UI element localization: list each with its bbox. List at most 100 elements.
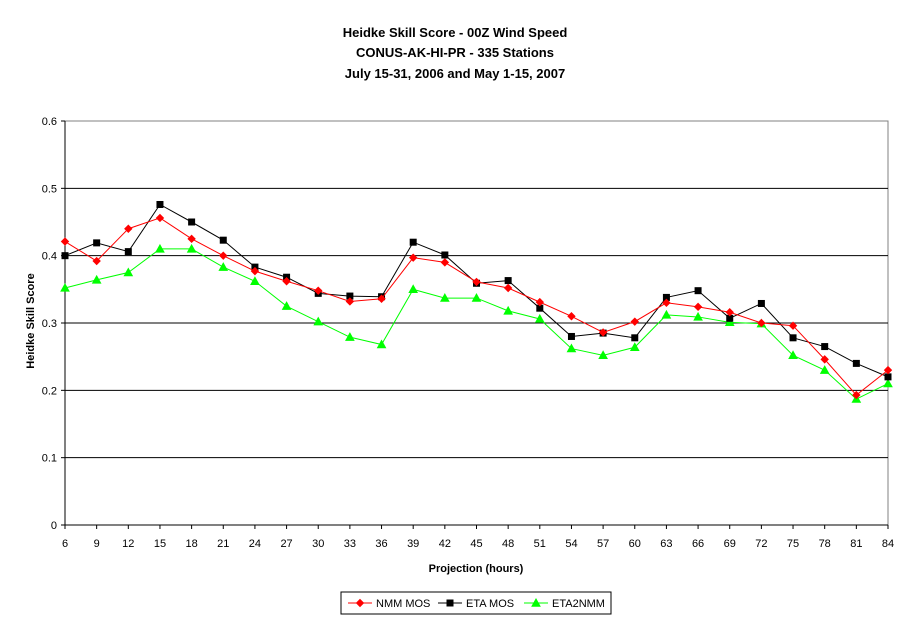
data-point-nmm-mos <box>693 302 703 312</box>
data-point-nmm-mos <box>757 318 766 328</box>
data-point-nmm-mos <box>250 266 260 276</box>
data-point-eta2nmm <box>345 332 355 341</box>
data-point-eta-mos <box>188 218 196 226</box>
x-tick-label: 60 <box>629 538 641 550</box>
data-point-nmm-mos <box>60 237 70 246</box>
chart-title-line-3: July 15-31, 2006 and May 1-15, 2007 <box>345 66 565 81</box>
y-tick-label: 0.3 <box>42 318 57 330</box>
data-point-nmm-mos <box>820 355 829 364</box>
data-point-nmm-mos <box>92 256 101 266</box>
legend-label: ETA2NMM <box>552 598 605 610</box>
x-tick-label: 81 <box>850 538 862 550</box>
data-point-eta2nmm <box>218 262 229 271</box>
y-tick-label: 0.6 <box>42 116 57 128</box>
series-line-eta-mos <box>64 203 889 378</box>
chart-title-line-1: Heidke Skill Score - 00Z Wind Speed <box>343 25 568 40</box>
data-point-nmm-mos <box>535 297 545 307</box>
x-tick-label: 57 <box>597 538 609 550</box>
data-point-nmm-mos <box>503 283 513 293</box>
x-tick-label: 27 <box>280 538 292 550</box>
y-axis-label: Heidke Skill Score <box>25 273 37 368</box>
x-tick-label: 51 <box>534 538 546 550</box>
data-point-eta2nmm <box>566 343 577 353</box>
data-point-nmm-mos <box>440 258 450 267</box>
data-point-eta2nmm <box>471 293 482 302</box>
data-point-nmm-mos <box>662 298 671 308</box>
data-point-eta-mos <box>441 251 449 259</box>
data-point-eta-mos <box>156 200 164 208</box>
data-point-eta2nmm <box>661 309 672 319</box>
series-nmm-mos <box>60 213 893 400</box>
legend: NMM MOS ETA MOS ETA2NMM <box>340 591 612 615</box>
data-point-eta2nmm <box>503 305 514 315</box>
y-tick-label: 0.5 <box>42 183 57 195</box>
data-point-eta2nmm <box>629 342 640 351</box>
legend-box <box>340 591 612 615</box>
data-point-nmm-mos <box>187 234 196 244</box>
x-axis-label: Projection (hours) <box>429 563 524 575</box>
data-point-eta2nmm <box>250 276 260 285</box>
data-point-eta2nmm <box>91 274 102 284</box>
data-point-eta2nmm <box>155 243 165 253</box>
data-point-eta2nmm <box>376 339 387 349</box>
x-tick-label: 48 <box>502 538 514 550</box>
data-point-eta2nmm <box>281 301 292 310</box>
legend-item-eta2nmm: ETA2NMM <box>524 597 605 610</box>
data-point-eta-mos <box>61 252 69 260</box>
data-point-nmm-mos <box>725 308 734 317</box>
x-tick-label: 69 <box>724 538 736 550</box>
data-point-nmm-mos <box>282 277 291 286</box>
data-point-nmm-mos <box>852 390 861 400</box>
x-tick-label: 21 <box>217 538 229 550</box>
x-tick-label: 36 <box>375 538 387 550</box>
data-point-eta2nmm <box>439 293 450 302</box>
x-tick-label: 6 <box>62 538 68 550</box>
data-point-eta2nmm <box>693 311 703 321</box>
data-point-nmm-mos <box>377 294 386 303</box>
data-point-nmm-mos <box>788 321 798 330</box>
data-point-eta-mos <box>567 332 575 340</box>
x-tick-label: 78 <box>819 538 831 550</box>
data-point-eta-mos <box>757 299 765 307</box>
data-point-eta-mos <box>631 334 639 342</box>
x-tick-label: 15 <box>154 538 166 550</box>
data-point-nmm-mos <box>408 253 418 262</box>
x-tick-label: 18 <box>185 538 197 550</box>
x-tick-label: 12 <box>122 538 134 550</box>
series-layer <box>60 200 893 403</box>
data-point-eta-mos <box>93 239 101 247</box>
data-point-eta2nmm <box>408 284 419 294</box>
data-point-eta2nmm <box>60 282 70 292</box>
data-point-eta2nmm <box>313 316 324 326</box>
x-tick-label: 9 <box>94 538 100 550</box>
x-tick-label: 45 <box>470 538 482 550</box>
data-point-eta2nmm <box>724 317 735 327</box>
series-eta-mos <box>61 200 892 381</box>
y-tick-label: 0.4 <box>42 251 57 263</box>
data-point-nmm-mos <box>124 224 133 233</box>
data-point-nmm-mos <box>567 312 576 321</box>
data-point-eta2nmm <box>883 378 893 388</box>
data-point-nmm-mos <box>314 286 323 295</box>
y-tick-label: 0 <box>51 520 57 532</box>
x-tick-label: 30 <box>312 538 324 550</box>
x-tick-label: 33 <box>344 538 356 550</box>
legend-marker <box>446 599 454 607</box>
legend-item-nmm-mos: NMM MOS <box>348 598 430 610</box>
y-axis: 0 0.1 0.2 0.3 0.4 0.5 0.6 <box>42 116 66 532</box>
data-point-eta2nmm <box>788 350 798 360</box>
chart-title-line-2: CONUS-AK-HI-PR - 335 Stations <box>356 45 554 60</box>
x-tick-label: 54 <box>565 538 577 550</box>
x-tick-label: 39 <box>407 538 419 550</box>
y-tick-label: 0.2 <box>42 385 57 397</box>
data-point-nmm-mos <box>345 297 355 306</box>
data-point-eta-mos <box>219 236 227 244</box>
x-tick-label: 24 <box>249 538 261 550</box>
data-point-eta-mos <box>789 334 797 342</box>
data-point-nmm-mos <box>155 213 165 223</box>
chart-title: Heidke Skill Score - 00Z Wind Speed CONU… <box>343 25 568 81</box>
data-point-nmm-mos <box>472 277 481 287</box>
data-point-nmm-mos <box>630 317 639 326</box>
x-tick-label: 63 <box>660 538 672 550</box>
